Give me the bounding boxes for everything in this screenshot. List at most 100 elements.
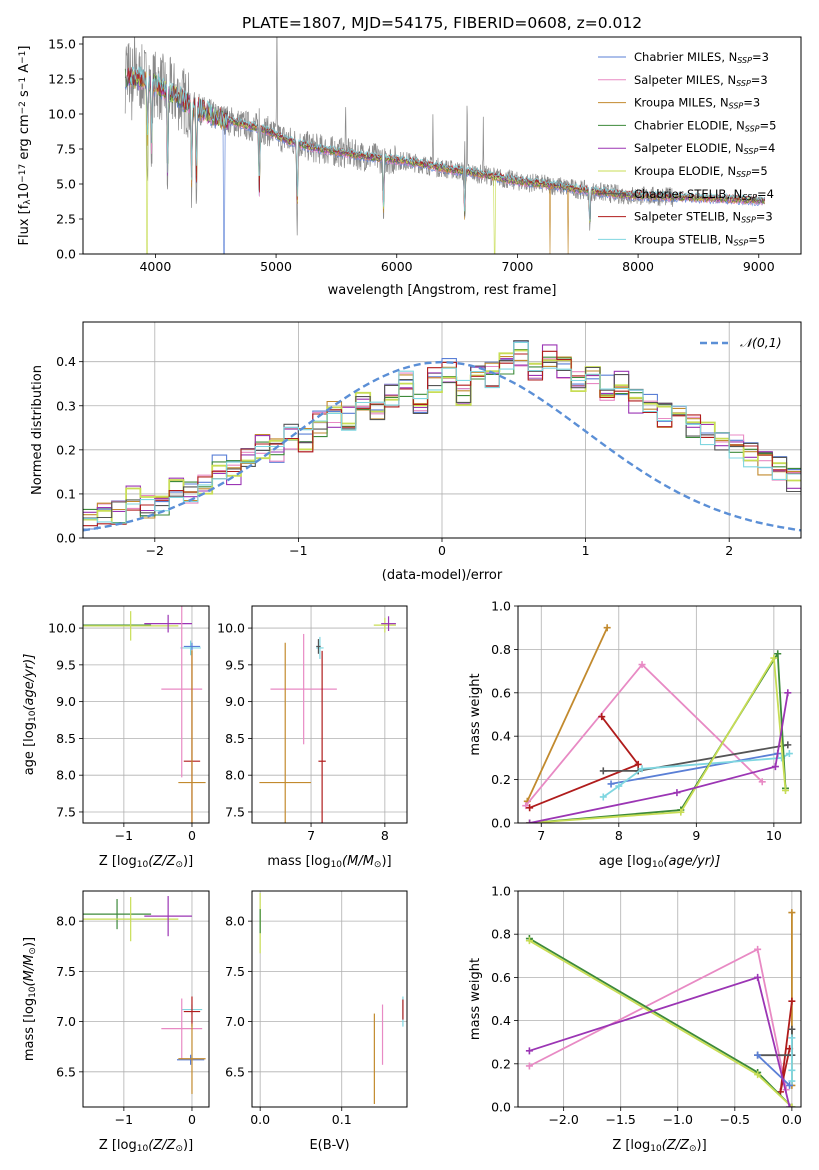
model-spectrum-line [129,66,765,221]
legend-entry-label: Chabrier STELIB, N [634,187,742,201]
x-axis-label-part: (Z/Z [148,1138,176,1153]
mass-weight-line [610,752,778,785]
mass-weight-marker [784,689,792,697]
y-tick-label: 0.4 [491,1013,511,1028]
mass-weight-marker [634,760,642,768]
legend-entry: Chabrier ELODIE, NSSP=5 [634,118,776,133]
mass-weight-marker [770,654,778,662]
y-axis-label-part: (M/M [22,955,37,987]
y-tick-label: 0.2 [491,1056,511,1071]
x-axis-label-part: Z [log [99,854,137,869]
x-tick-label: 7 [537,828,545,843]
y-tick-label: 15.0 [48,37,76,52]
x-axis-label-part: )] [697,1138,707,1153]
residuals-plot-area [83,340,801,532]
x-tick-label: 0.0 [250,1112,270,1127]
mass-weight-line [529,692,789,823]
y-tick-label: 7.5 [225,964,245,979]
y-axis-label-part: mass [log [22,998,37,1061]
x-tick-label: 0 [188,1112,196,1127]
y-tick-label: 10.0 [48,621,76,636]
legend-entry-subscript: SSP [741,216,756,225]
normal-distribution-curve [83,360,801,532]
y-tick-label: 7.5 [56,804,76,819]
mass-weight-marker [599,793,607,801]
mass-weight-line [529,976,791,1107]
y-axis-label-part: −1 [18,51,28,64]
legend-entry: Salpeter ELODIE, NSSP=4 [634,141,775,156]
mass-weight-marker [774,650,782,658]
y-axis-label-part: ] [17,46,32,51]
x-tick-label: 10 [766,828,782,843]
x-tick-label: 9000 [743,259,775,274]
legend-entry-label: Kroupa STELIB, N [634,232,734,246]
mass-weight-marker [754,1051,762,1059]
y-tick-label: 0.6 [491,685,511,700]
legend-entry-subscript: SSP [742,193,757,202]
x-axis-label-part: ⊙ [689,1144,697,1154]
mass-weight-marker [754,973,762,981]
y-tick-label: 9.0 [225,694,245,709]
y-axis-label: Flux [fλ10−17 erg cm−2 s−1 A−1] [17,46,33,246]
x-axis-label-part: (M/M [342,854,374,869]
mass-weight-marker [638,765,646,773]
y-tick-label: 7.5 [56,964,76,979]
x-axis-label-part: 10 [650,1144,662,1154]
y-tick-label: 9.0 [56,694,76,709]
axes-frame [517,605,802,824]
x-axis-label: mass [log10(M/M⊙)] [267,854,391,870]
y-axis-label-part: )] [22,937,37,947]
mass-weight-marker [615,782,623,790]
y-tick-label: 7.5 [225,804,245,819]
legend-entry-label: Salpeter MILES, N [634,73,736,87]
x-tick-label: 7000 [502,259,534,274]
mass-weight-marker [603,624,611,632]
weight_vs_age-panel: 7 8 9 10 0.0 0.2 0.4 0.6 0.8 1.0 mass weight age [l… [468,599,802,870]
x-tick-label: −1 [115,1112,133,1127]
mass-weight-marker [788,1066,796,1074]
y-tick-label: 12.5 [48,72,76,87]
y-axis-label-part: age [log [22,722,37,775]
mass-weight-marker [771,763,779,771]
x-tick-label: −0.5 [720,1112,750,1127]
mass-weight-marker [788,909,796,917]
y-tick-label: 8.0 [225,768,245,783]
axes-frame [251,605,408,824]
weight_vs_Z-panel: −2.0 −1.5 −1.0 −0.5 0.0 0.0 0.2 0.4 0.6 0.8 1.0 mas… [468,884,802,1155]
residuals-panel: −2 −1 0 1 2 0.0 0.1 0.2 0.3 0.4 (data-model)/error… [30,321,802,583]
mass-weight-marker [788,1034,796,1042]
mass-weight-marker [788,1077,796,1085]
y-tick-label: 0.2 [56,442,76,457]
residual-histogram-step [83,341,801,524]
age_vs_mass-plot-area [259,616,396,823]
x-axis-label-part: )] [183,1138,193,1153]
y-tick-label: 8.0 [56,914,76,929]
y-tick-label: 7.0 [56,1014,76,1029]
legend-entry: Salpeter MILES, NSSP=3 [634,73,768,88]
age_vs_Z-panel: −1 07.58.08.59.09.510.0Z [log10(Z/Z⊙)]age… [22,605,210,870]
y-axis-label-part: −1 [18,77,28,90]
legend-entry-label: Salpeter ELODIE, N [634,141,744,155]
y-axis-label-part: 10 [17,183,32,200]
mass-weight-marker [788,997,796,1005]
mass-weight-marker [677,808,685,816]
legend-entry-count: =3 [756,210,773,224]
x-axis-label-part: ⊙ [374,860,382,870]
y-tick-label: 8.5 [225,731,245,746]
mass-weight-marker [526,819,534,823]
y-tick-label: 0.6 [491,970,511,985]
legend-entry: Kroupa MILES, NSSP=3 [634,96,760,111]
y-tick-label: 0.8 [491,642,511,657]
weight_vs_Z-plot-area [525,909,796,1107]
x-tick-label: −1 [115,828,133,843]
spectrum-plot-area [124,37,766,254]
legend-entry: 𝒩(0,1) [740,335,782,350]
legend-entry-subscript: SSP [734,238,749,247]
y-axis-label-part: s [17,90,32,101]
x-tick-label: −1 [289,543,307,558]
axes-frame [251,890,408,1108]
x-tick-label: 8000 [622,259,654,274]
x-tick-label: −2 [146,543,164,558]
x-axis-label-part: age [log [599,854,652,869]
axes-frame [82,36,802,255]
